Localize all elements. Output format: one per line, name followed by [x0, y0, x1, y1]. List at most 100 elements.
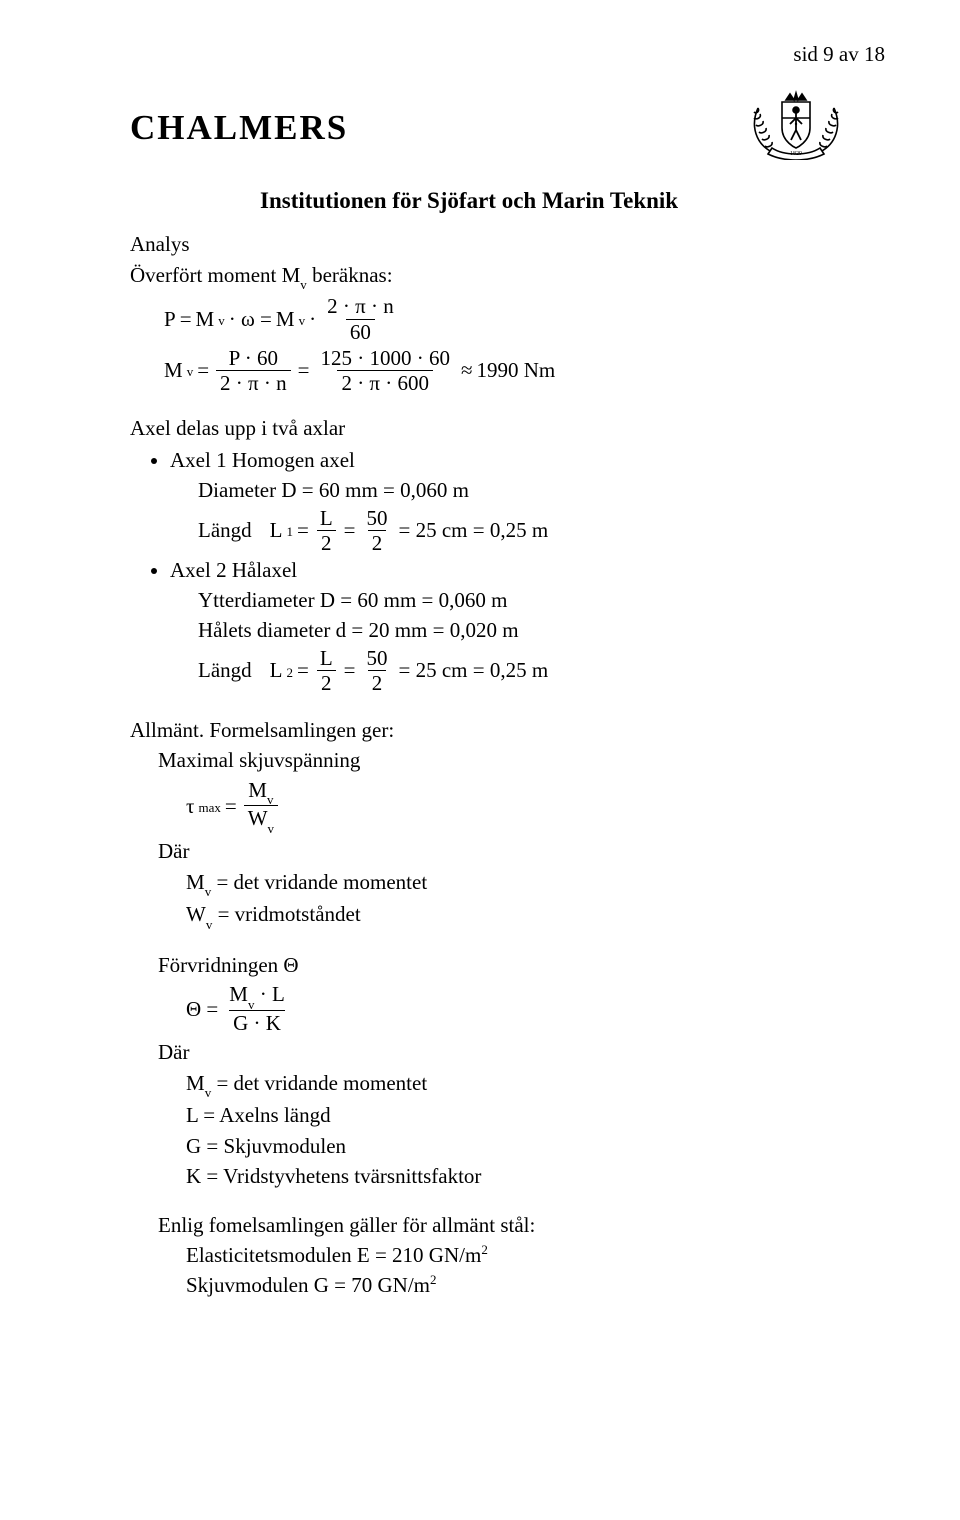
axel2-hal: Hålets diameter d = 20 mm = 0,020 m — [198, 616, 850, 644]
frac-mv-num: Mv — [244, 779, 277, 806]
frac-gk-den: G · K — [229, 1010, 285, 1034]
sym-tau-sub: max — [198, 799, 220, 817]
enlig-G-line: Skjuvmodulen G = 70 GN/m2 — [186, 1271, 850, 1299]
axel2-ytter: Ytterdiameter D = 60 mm = 0,060 m — [198, 586, 850, 614]
svg-text:1829: 1829 — [790, 151, 802, 157]
eq-mv-numeric: Mv = P · 60 2 · π · n = 125 · 1000 · 60 … — [164, 347, 850, 394]
allmant-heading: Allmänt. Formelsamlingen ger: — [130, 716, 850, 744]
forvrid-heading: Förvridningen Θ — [158, 951, 850, 979]
sym-dot: · — [309, 305, 316, 333]
axel2-frac2-den: 2 — [368, 670, 387, 694]
frac-p60-den: 2 · π · n — [216, 370, 291, 394]
axel2-langd: Längd L2 = L 2 = 50 2 = 25 cm = 0,25 m — [198, 647, 850, 694]
axel2-frac1-den: 2 — [317, 670, 336, 694]
frac-2pin-60: 2 · π · n 60 — [323, 295, 398, 342]
sym-M1-sub: v — [218, 312, 225, 330]
axel2-eq2: = — [344, 656, 356, 684]
frac-numeric-den: 2 · π · 600 — [337, 370, 433, 394]
result-1990: 1990 Nm — [477, 356, 556, 384]
axel1-item: Axel 1 Homogen axel Diameter D = 60 mm =… — [170, 446, 850, 554]
sym-eq2a: = — [197, 356, 209, 384]
sym-M2: M — [276, 305, 295, 333]
section-enlig: Enlig fomelsamlingen gäller för allmänt … — [130, 1211, 850, 1300]
axel1-frac1-num: L — [316, 507, 337, 530]
frac-p60: P · 60 2 · π · n — [216, 347, 291, 394]
sym-theta: Θ = — [186, 995, 218, 1023]
sym-eq2b: = — [298, 356, 310, 384]
sym-Mv-sub: v — [187, 363, 194, 381]
analys-heading: Analys — [130, 230, 850, 258]
axel2-item: Axel 2 Hålaxel Ytterdiameter D = 60 mm =… — [170, 556, 850, 694]
page: sid 9 av 18 CHALMERS — [0, 0, 960, 1520]
axel2-L-sub: 2 — [286, 664, 293, 682]
frac-numeric-num: 125 · 1000 · 60 — [316, 347, 454, 370]
axel1-L: L — [270, 516, 283, 544]
brand-wordmark: CHALMERS — [130, 104, 348, 151]
enlig-heading: Enlig fomelsamlingen gäller för allmänt … — [158, 1211, 850, 1239]
axel1-diameter: Diameter D = 60 mm = 0,060 m — [198, 476, 850, 504]
frac-wv-den: Wv — [244, 805, 278, 833]
section-allmant: Allmänt. Formelsamlingen ger: Maximal sk… — [130, 716, 850, 931]
max-skjuv-heading: Maximal skjuvspänning — [158, 746, 850, 774]
overfort-text-a: Överfört moment M — [130, 263, 300, 287]
overfort-text-b: beräknas: — [307, 263, 393, 287]
enlig-E-line: Elasticitetsmodulen E = 210 GN/m2 — [186, 1241, 850, 1269]
axel1-frac2-den: 2 — [368, 530, 387, 554]
axel2-title: Axel 2 Hålaxel — [170, 558, 297, 582]
sym-omega: · ω = — [229, 305, 272, 333]
frac-num: 2 · π · n — [323, 295, 398, 318]
axel2-L: L — [270, 656, 283, 684]
axel2-langd-label: Längd — [198, 656, 252, 684]
frac-numeric: 125 · 1000 · 60 2 · π · 600 — [316, 347, 454, 394]
sym-Mv: M — [164, 356, 183, 384]
axel2-frac2-num: 50 — [363, 647, 392, 670]
frac-mv-wv: Mv Wv — [244, 779, 278, 834]
axel1-eq1: = — [297, 516, 309, 544]
axel1-eq2: = — [344, 516, 356, 544]
axel1-frac2-num: 50 — [363, 507, 392, 530]
axel2-frac2: 50 2 — [363, 647, 392, 694]
sym-tau: τ — [186, 792, 194, 820]
axel2-frac1: L 2 — [316, 647, 337, 694]
eq-theta: Θ = Mv · L G · K — [186, 983, 850, 1034]
sym-tau-eq: = — [225, 792, 237, 820]
axel-list: Axel 1 Homogen axel Diameter D = 60 mm =… — [170, 446, 850, 694]
section-forvrid: Förvridningen Θ Θ = Mv · L G · K Där Mv … — [130, 951, 850, 1190]
eq-p-mv-omega: P = Mv · ω = Mv · 2 · π · n 60 — [164, 295, 850, 342]
axel1-title: Axel 1 Homogen axel — [170, 448, 355, 472]
frac-p60-num: P · 60 — [225, 347, 282, 370]
section-analys: Analys Överfört moment Mv beräknas: P = … — [130, 230, 850, 393]
forvrid-dar: Där — [158, 1038, 850, 1066]
overfort-sub: v — [300, 277, 307, 292]
forvrid-G-line: G = Skjuvmodulen — [186, 1132, 850, 1160]
frac-mvl-num: Mv · L — [225, 983, 289, 1010]
sym-P: P — [164, 305, 176, 333]
axel1-frac1: L 2 — [316, 507, 337, 554]
sym-eq1: = — [180, 305, 192, 333]
axel-intro: Axel delas upp i två axlar — [130, 414, 850, 442]
forvrid-K-line: K = Vridstyvhetens tvärsnittsfaktor — [186, 1162, 850, 1190]
allmant-wv-line: Wv = vridmotståndet — [186, 900, 850, 931]
institution-line: Institutionen för Sjöfart och Marin Tekn… — [260, 185, 850, 216]
allmant-dar: Där — [158, 837, 850, 865]
sym-approx: ≈ — [461, 356, 473, 384]
axel2-eq1: = — [297, 656, 309, 684]
sym-M2-sub: v — [299, 312, 306, 330]
forvrid-mv-line: Mv = det vridande momentet — [186, 1069, 850, 1100]
axel1-tail: = 25 cm = 0,25 m — [399, 516, 549, 544]
axel1-frac1-den: 2 — [317, 530, 336, 554]
overfort-line: Överfört moment Mv beräknas: — [130, 261, 850, 292]
axel1-L-sub: 1 — [286, 523, 293, 541]
eq-tau-max: τmax = Mv Wv — [186, 779, 850, 834]
page-number: sid 9 av 18 — [793, 40, 885, 68]
axel1-frac2: 50 2 — [363, 507, 392, 554]
axel2-tail: = 25 cm = 0,25 m — [399, 656, 549, 684]
axel1-langd: Längd L1 = L 2 = 50 2 = 25 cm = 0,25 m — [198, 507, 850, 554]
axel1-langd-label: Längd — [198, 516, 252, 544]
crest-icon: 1829 — [742, 88, 850, 167]
letterhead: CHALMERS — [130, 88, 850, 167]
allmant-mv-line: Mv = det vridande momentet — [186, 868, 850, 899]
frac-mvl-gk: Mv · L G · K — [225, 983, 289, 1034]
sym-M1: M — [196, 305, 215, 333]
forvrid-L-line: L = Axelns längd — [186, 1101, 850, 1129]
